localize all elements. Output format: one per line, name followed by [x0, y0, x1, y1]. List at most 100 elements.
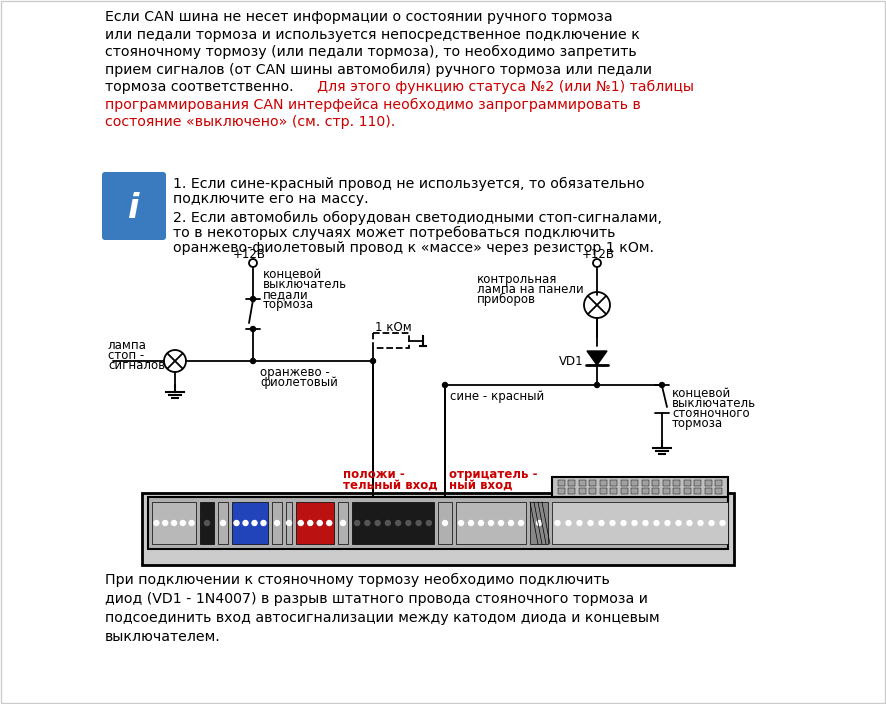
Bar: [558, 480, 565, 486]
Text: 1 кОм: 1 кОм: [375, 321, 412, 334]
Text: При подключении к стояночному тормозу необходимо подключить
диод (VD1 - 1N4007) : При подключении к стояночному тормозу не…: [105, 573, 659, 644]
Circle shape: [252, 520, 257, 525]
Bar: [652, 480, 659, 486]
Circle shape: [442, 382, 447, 387]
Bar: [716, 488, 722, 494]
Bar: [558, 488, 565, 494]
Text: ный вход: ный вход: [449, 479, 512, 492]
Text: фиолетовый: фиолетовый: [260, 376, 338, 389]
Bar: [663, 480, 670, 486]
Circle shape: [307, 520, 313, 525]
Text: 2. Если автомобиль оборудован светодиодными стоп-сигналами,: 2. Если автомобиль оборудован светодиодн…: [173, 211, 662, 225]
Bar: [705, 480, 712, 486]
Bar: [695, 480, 702, 486]
Circle shape: [370, 358, 376, 363]
Circle shape: [406, 520, 411, 525]
Text: сине - красный: сине - красный: [450, 390, 544, 403]
Circle shape: [317, 520, 323, 525]
Circle shape: [221, 520, 226, 525]
Bar: [673, 480, 680, 486]
Text: концевой: концевой: [672, 387, 731, 400]
FancyBboxPatch shape: [102, 172, 166, 240]
Bar: [579, 488, 586, 494]
Circle shape: [588, 520, 593, 525]
Text: стояночному тормозу (или педали тормоза), то необходимо запретить: стояночному тормозу (или педали тормоза)…: [105, 45, 637, 59]
Bar: [716, 480, 722, 486]
Circle shape: [375, 520, 380, 525]
Bar: [272, 502, 282, 544]
Bar: [589, 480, 596, 486]
Text: положи -: положи -: [343, 468, 405, 481]
Text: VD1: VD1: [559, 355, 584, 368]
Circle shape: [595, 382, 600, 387]
Bar: [286, 502, 292, 544]
Bar: [621, 488, 628, 494]
Text: i: i: [128, 191, 140, 225]
Text: Если CAN шина не несет информации о состоянии ручного тормоза: Если CAN шина не несет информации о сост…: [105, 10, 612, 24]
Text: +12В: +12В: [582, 248, 615, 261]
Text: или педали тормоза и используется непосредственное подключение к: или педали тормоза и используется непоср…: [105, 27, 640, 42]
Text: приборов: приборов: [477, 293, 536, 306]
Circle shape: [499, 520, 503, 525]
Circle shape: [720, 520, 725, 525]
Bar: [530, 502, 548, 544]
Text: тормоза соответственно.: тормоза соответственно.: [105, 80, 298, 94]
Circle shape: [537, 520, 541, 525]
Circle shape: [518, 520, 524, 525]
Text: тормоза: тормоза: [263, 298, 315, 311]
Bar: [632, 480, 639, 486]
Circle shape: [665, 520, 670, 525]
Circle shape: [577, 520, 582, 525]
Text: выключатель: выключатель: [672, 397, 756, 410]
Circle shape: [243, 520, 248, 525]
Circle shape: [172, 520, 176, 525]
Circle shape: [566, 520, 571, 525]
Bar: [200, 502, 214, 544]
Circle shape: [275, 520, 279, 525]
Circle shape: [396, 520, 400, 525]
Text: оранжево -: оранжево -: [260, 366, 330, 379]
Circle shape: [478, 520, 484, 525]
Circle shape: [458, 520, 463, 525]
Circle shape: [442, 520, 447, 525]
Bar: [642, 488, 649, 494]
Text: контрольная: контрольная: [477, 273, 557, 286]
Circle shape: [469, 520, 473, 525]
Circle shape: [610, 520, 615, 525]
Bar: [589, 488, 596, 494]
Circle shape: [251, 296, 255, 301]
Bar: [352, 502, 434, 544]
Bar: [338, 502, 348, 544]
Text: отрицатель -: отрицатель -: [449, 468, 538, 481]
Text: состояние «выключено» (см. стр. 110).: состояние «выключено» (см. стр. 110).: [105, 115, 395, 129]
Circle shape: [426, 520, 431, 525]
Text: подключите его на массу.: подключите его на массу.: [173, 192, 369, 206]
Bar: [373, 333, 409, 348]
Circle shape: [385, 520, 391, 525]
Circle shape: [180, 520, 185, 525]
Circle shape: [555, 520, 560, 525]
Bar: [232, 502, 268, 544]
Circle shape: [365, 520, 369, 525]
Circle shape: [205, 520, 209, 525]
Text: тормоза: тормоза: [672, 417, 723, 430]
Text: стояночного: стояночного: [672, 407, 750, 420]
Bar: [621, 480, 628, 486]
Bar: [684, 488, 691, 494]
Circle shape: [654, 520, 659, 525]
Circle shape: [599, 520, 604, 525]
Circle shape: [698, 520, 703, 525]
Bar: [610, 488, 618, 494]
Bar: [632, 488, 639, 494]
Bar: [148, 497, 728, 549]
Bar: [296, 502, 334, 544]
Bar: [456, 502, 526, 544]
Bar: [552, 477, 728, 497]
Circle shape: [621, 520, 626, 525]
Text: лампа на панели: лампа на панели: [477, 283, 584, 296]
Bar: [695, 488, 702, 494]
Text: педали: педали: [263, 288, 308, 301]
Text: +12В: +12В: [233, 248, 266, 261]
Circle shape: [154, 520, 159, 525]
Text: оранжево-фиолетовый провод к «массе» через резистор 1 кОм.: оранжево-фиолетовый провод к «массе» чер…: [173, 241, 654, 255]
